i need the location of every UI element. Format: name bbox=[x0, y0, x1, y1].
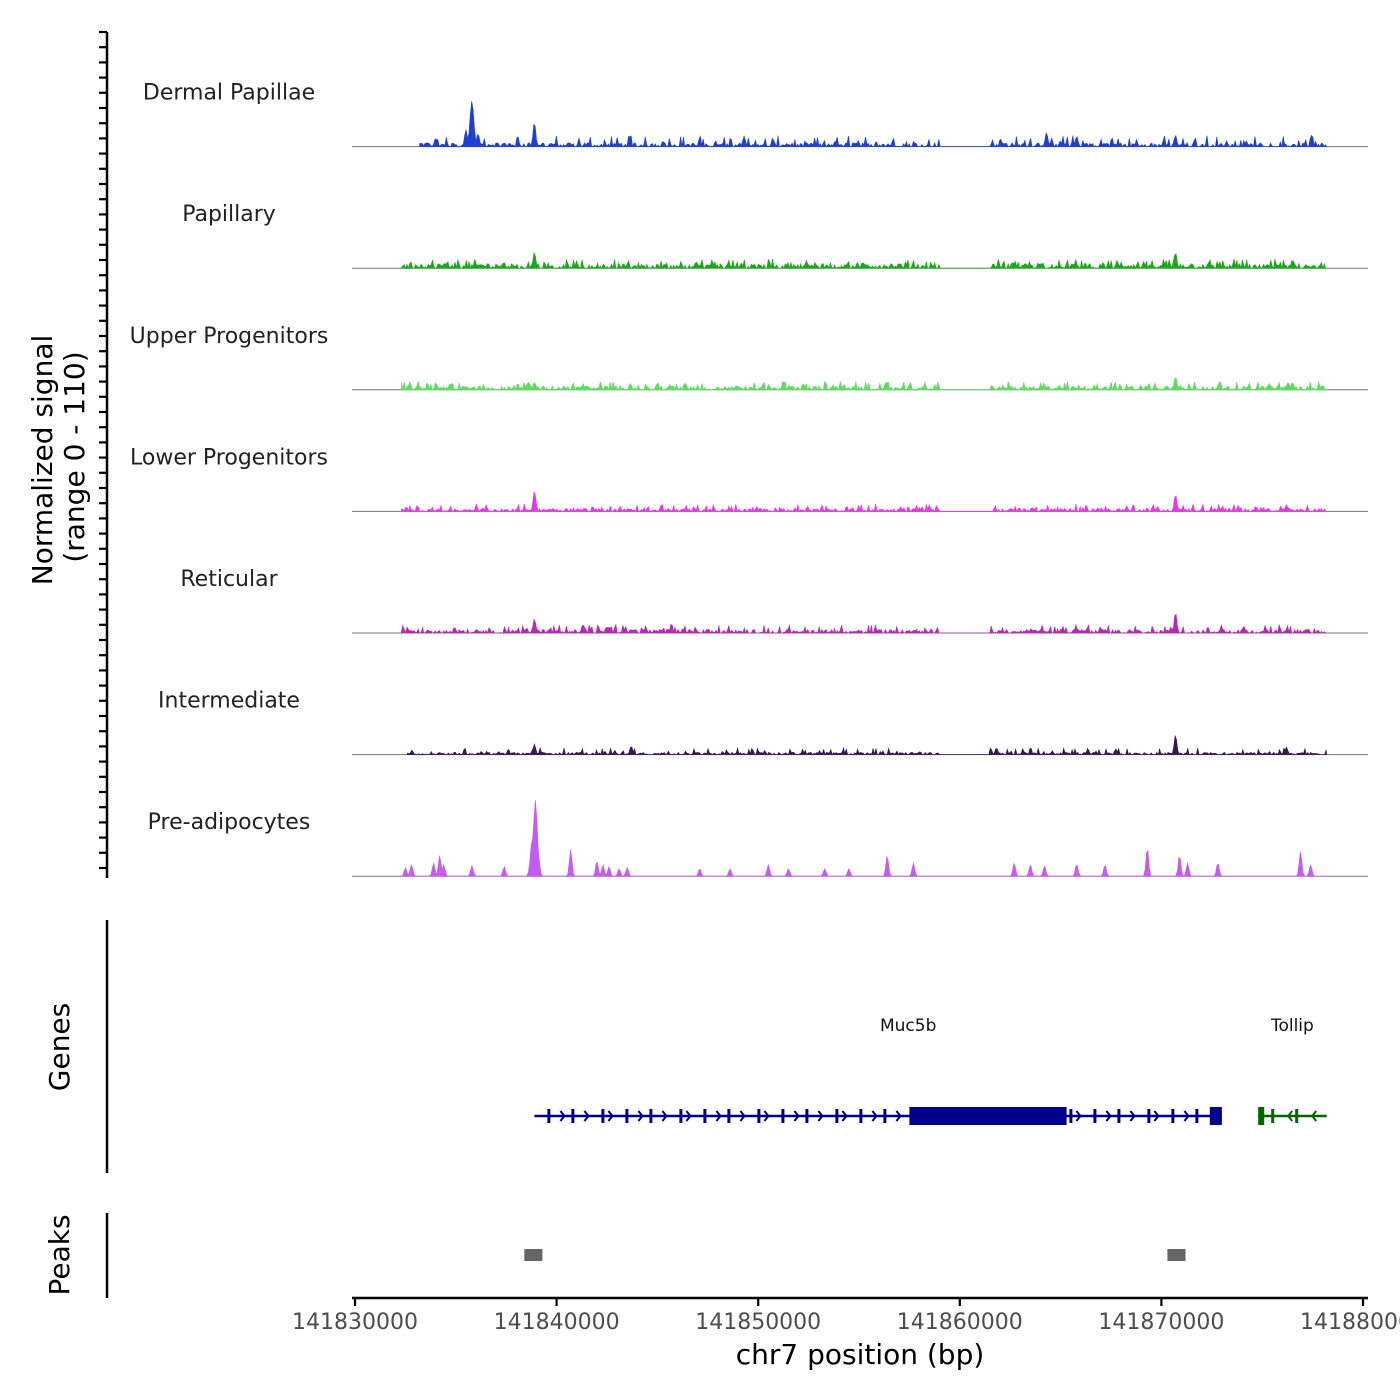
strand-chevron bbox=[1286, 1110, 1293, 1122]
strand-chevron bbox=[1310, 1110, 1317, 1122]
exon bbox=[727, 1109, 731, 1123]
gene-label: Tollip bbox=[1270, 1016, 1314, 1036]
strand-chevron bbox=[841, 1110, 848, 1122]
strand-chevron bbox=[715, 1110, 722, 1122]
x-axis-title: chr7 position (bp) bbox=[736, 1338, 985, 1371]
exon bbox=[625, 1109, 629, 1123]
exon-block bbox=[909, 1107, 1067, 1125]
track-upper-progenitors: Upper Progenitors bbox=[130, 324, 1368, 391]
track-dermal-papillae: Dermal Papillae bbox=[143, 81, 1368, 148]
exon bbox=[1093, 1109, 1097, 1123]
track-label: Upper Progenitors bbox=[130, 324, 329, 349]
y-axis-title: Normalized signal bbox=[26, 335, 59, 586]
genes-panel-label: Genes bbox=[43, 1003, 76, 1091]
exon bbox=[547, 1109, 551, 1123]
strand-chevron bbox=[1183, 1110, 1190, 1122]
coverage-area bbox=[407, 735, 1328, 756]
exon bbox=[1195, 1109, 1199, 1123]
strand-chevron bbox=[895, 1110, 902, 1122]
strand-chevron bbox=[685, 1110, 692, 1122]
track-lower-progenitors: Lower Progenitors bbox=[130, 445, 1368, 513]
strand-chevron bbox=[793, 1110, 800, 1122]
gene-muc5b: Muc5b bbox=[534, 1016, 1222, 1125]
strand-chevron bbox=[583, 1110, 590, 1122]
signal-y-ticks bbox=[99, 30, 107, 870]
peak-region bbox=[1167, 1249, 1186, 1261]
track-label: Reticular bbox=[180, 567, 278, 592]
track-intermediate: Intermediate bbox=[158, 689, 1368, 756]
exon bbox=[679, 1109, 683, 1123]
y-axis-range-label: (range 0 - 110) bbox=[58, 351, 91, 562]
exon bbox=[781, 1109, 785, 1123]
strand-chevron bbox=[871, 1110, 878, 1122]
exon bbox=[1069, 1109, 1073, 1123]
exon bbox=[1271, 1109, 1275, 1123]
track-papillary: Papillary bbox=[182, 202, 1368, 270]
coverage-area bbox=[401, 800, 1327, 877]
strand-chevron bbox=[1129, 1110, 1136, 1122]
exon-terminal bbox=[1209, 1107, 1222, 1125]
exon bbox=[1295, 1109, 1299, 1123]
track-label: Dermal Papillae bbox=[143, 81, 315, 106]
exon bbox=[1117, 1109, 1121, 1123]
strand-chevron bbox=[607, 1110, 614, 1122]
coverage-area bbox=[401, 613, 1327, 635]
strand-chevron bbox=[763, 1110, 770, 1122]
exon bbox=[883, 1109, 887, 1123]
track-label: Papillary bbox=[182, 202, 276, 227]
peak-track bbox=[524, 1249, 1186, 1261]
coverage-area bbox=[419, 101, 1328, 148]
exon bbox=[859, 1109, 863, 1123]
strand-chevron bbox=[559, 1110, 566, 1122]
gene-tollip: Tollip bbox=[1258, 1016, 1327, 1125]
x-tick-label: 141840000 bbox=[494, 1310, 620, 1335]
strand-chevron bbox=[1153, 1110, 1160, 1122]
exon bbox=[703, 1109, 707, 1123]
strand-chevron bbox=[1075, 1110, 1082, 1122]
exon bbox=[1171, 1109, 1175, 1123]
strand-chevron bbox=[637, 1110, 644, 1122]
exon bbox=[571, 1109, 575, 1123]
x-tick-label: 141880000 bbox=[1300, 1310, 1400, 1335]
coverage-area bbox=[401, 377, 1327, 391]
exon bbox=[805, 1109, 809, 1123]
exon bbox=[1147, 1109, 1151, 1123]
track-label: Pre-adipocytes bbox=[148, 810, 311, 835]
exon bbox=[601, 1109, 605, 1123]
exon bbox=[649, 1109, 653, 1123]
strand-chevron bbox=[817, 1110, 824, 1122]
gene-label: Muc5b bbox=[880, 1016, 936, 1036]
track-pre-adipocytes: Pre-adipocytes bbox=[148, 800, 1368, 877]
peak-region bbox=[524, 1249, 543, 1261]
exon-terminal bbox=[1258, 1107, 1265, 1125]
exon bbox=[757, 1109, 761, 1123]
gene-track: Muc5b Tollip bbox=[534, 1016, 1327, 1125]
x-axis-ticks: 141830000 141840000 141850000 141860000 1418… bbox=[292, 1298, 1400, 1335]
signal-tracks: Dermal Papillae Papillary Upper Progenitor… bbox=[130, 81, 1368, 877]
exon bbox=[835, 1109, 839, 1123]
x-tick-label: 141850000 bbox=[695, 1310, 821, 1335]
strand-chevron bbox=[739, 1110, 746, 1122]
strand-chevron bbox=[1105, 1110, 1112, 1122]
strand-chevron bbox=[661, 1110, 668, 1122]
x-tick-label: 141870000 bbox=[1098, 1310, 1224, 1335]
track-label: Lower Progenitors bbox=[130, 445, 328, 470]
x-tick-label: 141830000 bbox=[292, 1310, 418, 1335]
x-tick-label: 141860000 bbox=[897, 1310, 1023, 1335]
coverage-area bbox=[400, 251, 1327, 270]
coverage-area bbox=[401, 491, 1327, 513]
peaks-panel-label: Peaks bbox=[43, 1214, 76, 1295]
track-label: Intermediate bbox=[158, 689, 300, 714]
track-reticular: Reticular bbox=[180, 567, 1368, 635]
